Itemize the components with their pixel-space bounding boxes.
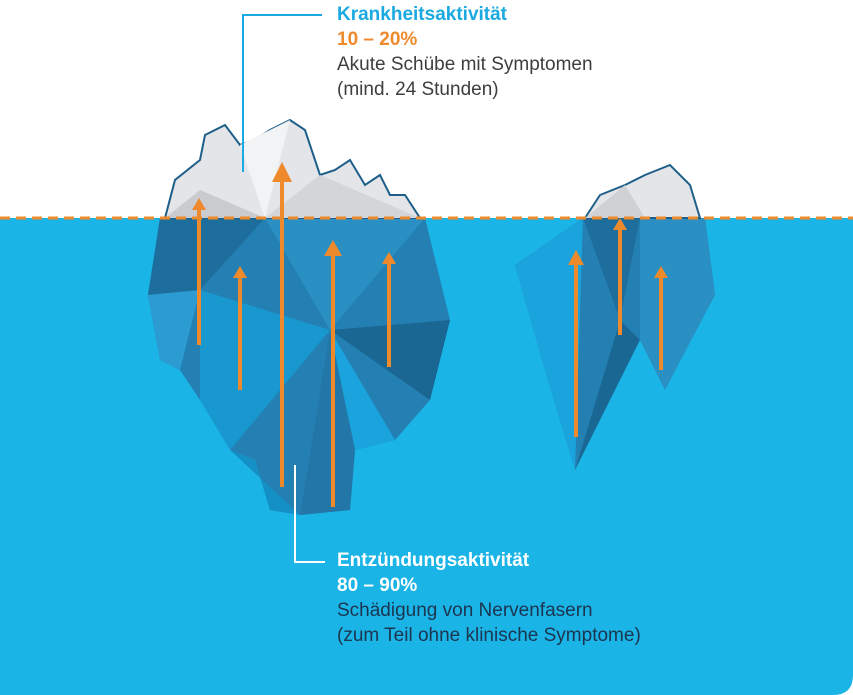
callout-bottom: Entzündungsaktivität 80 – 90% Schädigung… xyxy=(337,548,641,648)
callout-title: Krankheitsaktivität xyxy=(337,4,508,25)
arrows xyxy=(192,162,668,507)
callout-text: Akute Schübe mit Symptomen xyxy=(337,54,593,75)
facet xyxy=(265,175,420,218)
callout-value: 10 – 20% xyxy=(337,29,418,50)
facet xyxy=(165,190,265,218)
facet xyxy=(230,450,300,515)
facet xyxy=(515,218,583,470)
facet xyxy=(148,290,200,370)
facet xyxy=(585,185,645,218)
facet xyxy=(265,218,425,330)
callout-text: Schädigung von Nervenfasern xyxy=(337,600,593,621)
callout-line xyxy=(294,465,325,563)
callout-value: 80 – 90% xyxy=(337,575,418,596)
facet xyxy=(200,290,330,450)
facet xyxy=(583,218,640,320)
callout-top: Krankheitsaktivität 10 – 20% Akute Schüb… xyxy=(337,2,593,102)
facet xyxy=(300,330,355,515)
callout-title: Entzündungsaktivität xyxy=(337,550,530,571)
callout-line xyxy=(242,14,322,172)
callout-text: (zum Teil ohne klinische Symptome) xyxy=(337,625,641,646)
facet xyxy=(575,320,640,470)
facet xyxy=(148,218,265,295)
facet xyxy=(330,330,395,450)
facet xyxy=(640,218,715,390)
facet xyxy=(240,120,290,218)
callout-text: (mind. 24 Stunden) xyxy=(337,79,499,100)
